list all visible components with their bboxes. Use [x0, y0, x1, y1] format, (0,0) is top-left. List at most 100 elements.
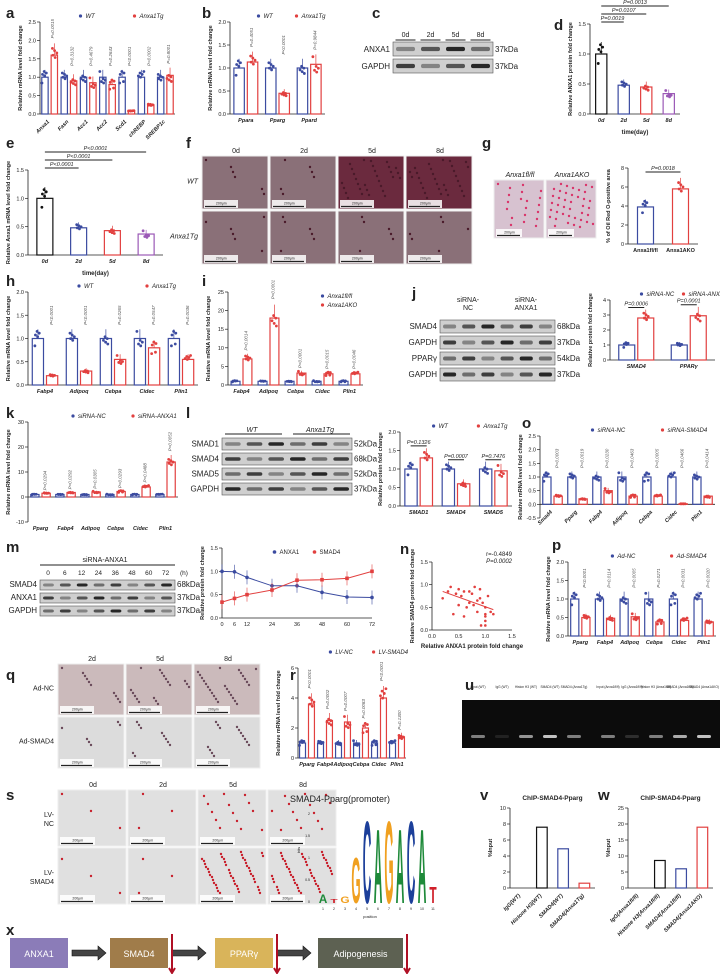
legend-marker-b	[294, 14, 299, 18]
x-tick-label-p: Fabp4	[597, 640, 613, 646]
lipid-droplet-s	[170, 809, 174, 813]
column-label-s: 5d	[229, 782, 237, 789]
data-point-p	[608, 618, 612, 622]
data-point-k	[43, 491, 47, 495]
data-point-k	[67, 491, 71, 495]
protein-band-c	[446, 63, 465, 69]
lipid-droplet-g	[536, 210, 540, 214]
data-point-o	[653, 494, 657, 498]
protein-band-l	[268, 472, 284, 476]
data-point-p	[621, 596, 625, 600]
legend-label-a: WT	[86, 14, 97, 20]
data-point-l	[481, 469, 485, 472]
lipid-droplet-s	[232, 879, 236, 883]
lipid-droplet-f	[281, 192, 285, 196]
y-axis-label-v: %Input	[488, 839, 494, 857]
x-axis-label-d: time(day)	[622, 130, 649, 136]
scale-bar-label-q: 200μm	[208, 761, 219, 765]
lipid-droplet-g	[535, 217, 539, 221]
data-point-p	[598, 594, 602, 598]
y-tick-label-e: 1.5	[16, 168, 24, 174]
data-point-r	[327, 722, 331, 725]
protein-band-l	[311, 487, 328, 491]
p-value-a: P=0.3132	[69, 46, 74, 66]
x-tick-label-m: 60	[344, 622, 350, 628]
data-point-i	[261, 380, 265, 383]
protein-band-m	[161, 596, 172, 600]
x-tick-label-l: SMAD4	[446, 510, 465, 516]
legend-marker-m	[272, 550, 277, 554]
data-point-h	[82, 370, 86, 374]
lipid-droplet-f	[342, 186, 346, 190]
p-value-r: P=0.0002	[325, 689, 330, 709]
data-point-a	[43, 74, 47, 78]
data-point-a	[74, 83, 77, 87]
data-point-o	[697, 475, 701, 479]
x-tick-label-a: SREBP1c	[145, 119, 167, 141]
lipid-droplet-q	[152, 696, 156, 700]
lipid-droplet-f	[356, 182, 360, 186]
data-point-p	[645, 601, 649, 605]
data-point-i	[328, 373, 332, 377]
y-tick-label-a: 2.5	[28, 20, 36, 26]
data-point-p	[630, 612, 634, 616]
data-point-o	[679, 502, 683, 506]
p-value-o: P=0.0414	[704, 448, 709, 468]
lane-label-m: 36	[112, 570, 120, 577]
protein-band-j	[462, 340, 476, 345]
lipid-droplet-s	[244, 861, 248, 865]
data-point-r	[397, 734, 401, 737]
x-tick-label-d: 0d	[598, 118, 605, 124]
arrow-icon	[276, 945, 312, 961]
lipid-droplet-s	[137, 826, 141, 830]
protein-band-l	[246, 487, 263, 491]
data-point-r	[381, 696, 385, 700]
group-label-j: siRNA-	[515, 297, 538, 304]
data-point-d	[622, 81, 626, 85]
bar-a	[156, 76, 165, 115]
data-point-b	[314, 64, 318, 68]
lipid-droplet-f	[460, 189, 464, 193]
data-point-o	[620, 476, 624, 480]
p-value-i: P<0.0001	[298, 348, 303, 368]
annotation-n: P=0.0002	[486, 559, 513, 565]
data-point-j	[625, 343, 628, 346]
series-line-ANXA1	[221, 570, 373, 598]
p-value-a: P=0.2643	[108, 46, 113, 66]
scale-bar-background-s	[200, 895, 235, 903]
x-tick-label-h: Plin1	[174, 389, 187, 395]
p-value-k: P=0.0488	[142, 463, 147, 483]
p-value-j: P=0.0001	[677, 299, 701, 305]
data-point-i	[270, 319, 274, 323]
lipid-droplet-f	[365, 188, 369, 192]
lane-label-c: 0d	[402, 32, 410, 39]
data-point-d	[624, 82, 628, 86]
data-point-k	[83, 493, 87, 497]
lipid-droplet-q	[131, 691, 135, 695]
data-point-b	[316, 66, 320, 70]
panel-letter-x: x	[6, 922, 15, 939]
lipid-droplet-q	[60, 666, 64, 670]
data-point-i	[312, 379, 315, 383]
data-point-j	[696, 317, 700, 321]
scale-bar-label-g: 200μm	[504, 231, 515, 235]
lipid-droplet-f	[427, 162, 431, 166]
data-point-a	[159, 74, 162, 78]
lipid-droplet-f	[379, 184, 383, 188]
motif-letter-t: G	[340, 896, 349, 905]
data-point-k	[95, 491, 99, 495]
lipid-droplet-f	[444, 188, 448, 192]
data-point-o	[581, 497, 585, 501]
lipid-droplet-g	[553, 224, 557, 228]
data-point-o	[695, 477, 699, 481]
legend-label-j: siRNA-ANXA1	[689, 292, 720, 298]
x-tick-label-m: 24	[269, 622, 275, 628]
data-point-l	[408, 461, 412, 465]
regression-line-n	[442, 590, 494, 611]
bar-g	[671, 188, 690, 245]
p-value-p: P=0.0020	[705, 568, 710, 588]
lipid-droplet-g	[522, 220, 526, 224]
lipid-droplet-f	[396, 171, 400, 175]
data-point-a	[92, 86, 96, 90]
lipid-droplet-s	[251, 874, 255, 878]
